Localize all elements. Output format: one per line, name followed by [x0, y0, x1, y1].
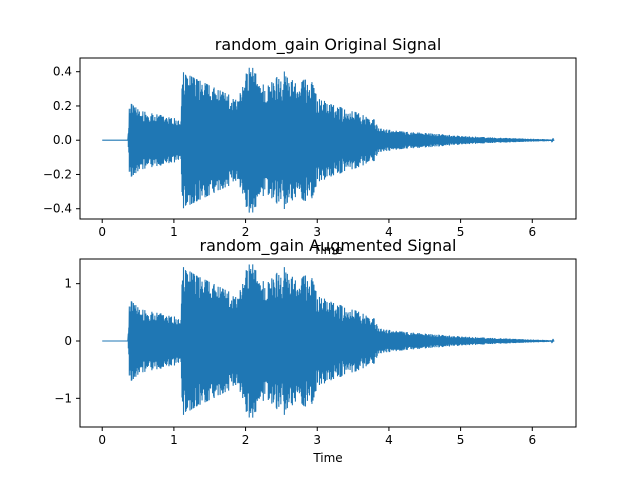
chart2-waveform-line — [102, 264, 555, 418]
chart2-y-tick-label: 1 — [64, 277, 72, 291]
chart1-x-tick-label: 6 — [528, 225, 536, 239]
chart2-y-tick-label: −1 — [54, 391, 72, 405]
chart2-x-tick-label: 6 — [528, 433, 536, 447]
chart1-y-tick-label: −0.4 — [43, 202, 72, 216]
chart2-y-tick-label: 0 — [64, 334, 72, 348]
chart1-axes-frame — [79, 57, 577, 220]
chart2-x-tick-label: 4 — [385, 433, 393, 447]
chart1-group: 0 1 2 3 4 5 6 −0.4 −0.2 0.0 0.2 0.4 Time — [43, 57, 577, 257]
chart1-x-tick-label: 4 — [385, 225, 393, 239]
chart1-title: random_gain Original Signal — [215, 35, 442, 55]
chart1-y-tick-label: 0.4 — [53, 65, 72, 79]
chart1-x-tick-label: 3 — [313, 225, 321, 239]
chart2-x-tick-label: 5 — [457, 433, 465, 447]
chart2-title: random_gain Augmented Signal — [199, 236, 456, 256]
chart2-x-axis-label: Time — [312, 451, 342, 465]
chart2-x-tick-label: 0 — [98, 433, 106, 447]
chart1-y-tick-label: 0.2 — [53, 99, 72, 113]
chart2-x-tick-label: 3 — [313, 433, 321, 447]
chart1-x-tick-label: 2 — [242, 225, 250, 239]
chart1-y-tick-label: −0.2 — [43, 167, 72, 181]
chart2-x-tick-label: 2 — [242, 433, 250, 447]
chart2-x-tick-label: 1 — [170, 433, 178, 447]
chart1-x-tick-label: 5 — [457, 225, 465, 239]
chart2-group: 0 1 2 3 4 5 6 −1 0 1 Time — [54, 258, 577, 465]
chart2-axes-frame — [79, 258, 577, 428]
chart1-waveform-line — [102, 67, 555, 213]
chart1-y-tick-label: 0.0 — [53, 133, 72, 147]
chart1-x-tick-label: 1 — [170, 225, 178, 239]
chart1-x-tick-label: 0 — [98, 225, 106, 239]
chart1-x-axis-label: Time — [312, 243, 342, 257]
